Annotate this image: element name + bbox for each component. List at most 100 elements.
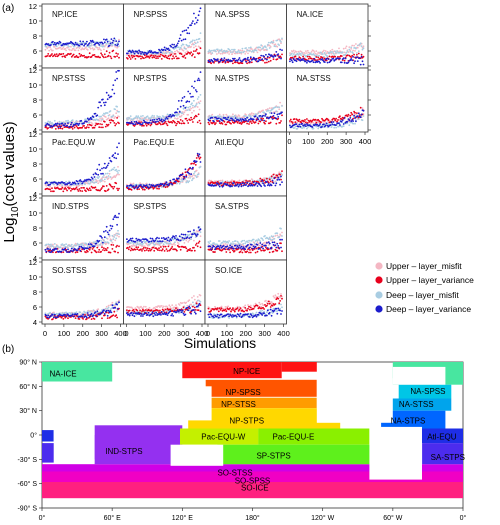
data-point (104, 125, 107, 128)
data-point (320, 51, 322, 54)
data-point (173, 57, 176, 59)
data-point (197, 155, 200, 157)
data-point (274, 55, 277, 57)
data-point (242, 246, 245, 249)
data-point (247, 241, 249, 244)
data-point (272, 182, 275, 185)
data-point (244, 53, 247, 55)
data-point (208, 119, 211, 122)
data-point (142, 188, 144, 191)
data-point (126, 118, 129, 121)
data-point (65, 188, 67, 190)
data-point (115, 237, 118, 240)
data-point (166, 57, 169, 60)
data-point (130, 189, 133, 191)
data-point (105, 166, 108, 168)
data-point (196, 98, 199, 100)
data-point (213, 120, 215, 123)
series-deep-variance (44, 69, 120, 128)
series-upper-misfit (126, 294, 202, 312)
data-point (117, 153, 119, 156)
data-point (305, 60, 307, 62)
data-point (355, 47, 357, 50)
subplot-title: SA.STPS (215, 202, 249, 211)
data-point (76, 42, 79, 44)
data-point (259, 56, 262, 59)
data-point (73, 44, 76, 46)
data-point (338, 125, 340, 128)
data-point (195, 115, 198, 118)
data-point (69, 125, 71, 128)
data-point (117, 251, 119, 254)
data-point (107, 304, 110, 307)
data-point (266, 177, 268, 180)
data-point (213, 121, 215, 124)
data-point (281, 238, 283, 241)
data-point (190, 45, 193, 48)
data-point (103, 314, 106, 317)
data-point (151, 119, 154, 121)
data-point (198, 240, 201, 243)
data-point (72, 184, 75, 186)
data-point (355, 120, 357, 123)
data-point (91, 181, 94, 184)
data-point (158, 185, 160, 188)
data-point (132, 242, 135, 245)
data-point (126, 57, 129, 60)
data-point (198, 52, 201, 55)
data-point (306, 61, 308, 64)
data-point (157, 123, 159, 125)
data-point (90, 43, 93, 45)
data-point (289, 58, 292, 61)
data-point (189, 230, 192, 233)
data-point (190, 116, 193, 119)
data-point (73, 45, 76, 48)
data-point (343, 117, 346, 119)
data-point (149, 124, 152, 127)
data-point (230, 51, 232, 54)
data-point (114, 44, 117, 46)
data-point (103, 162, 106, 165)
data-point (65, 243, 67, 246)
data-point (245, 184, 248, 186)
data-point (118, 115, 120, 118)
data-point (226, 118, 229, 121)
data-point (193, 109, 195, 112)
data-point (130, 247, 133, 250)
data-point (84, 183, 86, 186)
data-point (50, 44, 52, 46)
data-point (158, 241, 160, 244)
data-point (196, 233, 199, 236)
data-point (106, 314, 109, 317)
data-point (251, 58, 254, 61)
series-deep-variance (44, 301, 120, 319)
data-point (98, 240, 101, 242)
data-point (102, 176, 104, 178)
data-point (303, 124, 305, 127)
data-point (48, 122, 51, 125)
data-point (221, 123, 224, 125)
data-point (199, 7, 202, 10)
data-point (280, 120, 282, 122)
data-point (187, 106, 190, 109)
data-point (276, 232, 279, 235)
data-point (304, 123, 306, 126)
data-point (70, 121, 73, 124)
data-point (44, 48, 47, 51)
data-point (320, 121, 322, 124)
data-point (75, 244, 78, 247)
data-point (236, 51, 239, 53)
data-point (309, 52, 312, 55)
data-point (312, 49, 315, 52)
data-point (104, 230, 107, 232)
data-point (190, 303, 193, 306)
data-point (174, 53, 176, 55)
data-point (130, 54, 133, 57)
data-point (97, 48, 100, 51)
data-point (259, 240, 262, 243)
data-point (118, 212, 120, 215)
data-point (114, 306, 117, 309)
data-point (218, 247, 221, 249)
data-point (115, 216, 118, 219)
data-point (118, 301, 120, 304)
